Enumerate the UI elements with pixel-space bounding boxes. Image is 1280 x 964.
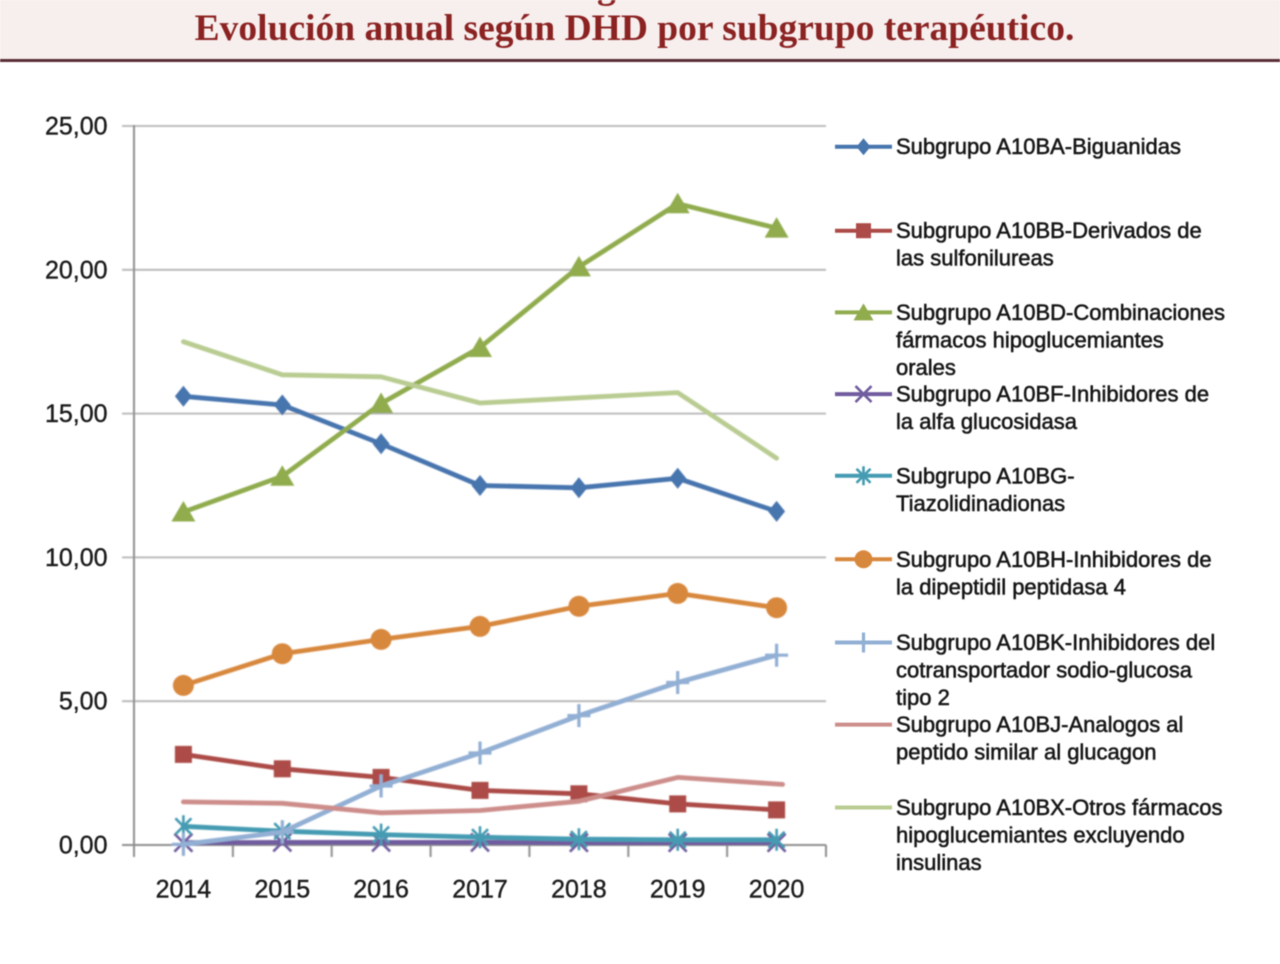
svg-text:Subgrupo A10BX-Otros fármacos: Subgrupo A10BX-Otros fármacos xyxy=(896,795,1223,820)
svg-text:2018: 2018 xyxy=(551,876,607,904)
svg-text:2016: 2016 xyxy=(353,876,409,904)
svg-text:la dipeptidil peptidasa 4: la dipeptidil peptidasa 4 xyxy=(896,574,1126,599)
svg-text:cotransportador sodio-glucosa: cotransportador sodio-glucosa xyxy=(896,658,1193,683)
svg-text:peptido similar al glucagon: peptido similar al glucagon xyxy=(896,740,1157,765)
svg-text:fármacos hipoglucemiantes: fármacos hipoglucemiantes xyxy=(896,327,1164,352)
svg-text:15,00: 15,00 xyxy=(45,400,108,428)
svg-text:Subgrupo A10BK-Inhibidores del: Subgrupo A10BK-Inhibidores del xyxy=(896,630,1215,655)
svg-text:Subgrupo A10BF-Inhibidores de: Subgrupo A10BF-Inhibidores de xyxy=(896,382,1209,407)
svg-text:10,00: 10,00 xyxy=(45,544,108,572)
svg-text:2019: 2019 xyxy=(650,876,706,904)
svg-text:tipo 2: tipo 2 xyxy=(896,685,950,710)
svg-text:Subgrupo A10BJ-Analogos al: Subgrupo A10BJ-Analogos al xyxy=(896,712,1183,737)
svg-text:las sulfonilureas: las sulfonilureas xyxy=(896,246,1054,271)
svg-text:orales: orales xyxy=(896,355,956,380)
svg-text:25,00: 25,00 xyxy=(45,113,108,141)
svg-text:2020: 2020 xyxy=(749,876,805,904)
svg-text:Tiazolidinadionas: Tiazolidinadionas xyxy=(896,491,1065,516)
svg-text:Subgrupo A10BB-Derivados de: Subgrupo A10BB-Derivados de xyxy=(896,218,1202,243)
svg-text:0,00: 0,00 xyxy=(59,832,108,860)
svg-text:Subgrupo A10BH-Inhibidores de: Subgrupo A10BH-Inhibidores de xyxy=(896,547,1212,572)
svg-text:Subgrupo A10BD-Combinaciones: Subgrupo A10BD-Combinaciones xyxy=(896,300,1225,325)
svg-text:20,00: 20,00 xyxy=(45,256,108,284)
svg-text:hipoglucemiantes excluyendo: hipoglucemiantes excluyendo xyxy=(896,823,1185,848)
svg-text:Subgrupo A10BG-: Subgrupo A10BG- xyxy=(896,463,1075,488)
svg-text:2015: 2015 xyxy=(254,876,310,904)
svg-text:la alfa glucosidasa: la alfa glucosidasa xyxy=(896,409,1078,434)
svg-text:2017: 2017 xyxy=(452,876,508,904)
svg-text:2014: 2014 xyxy=(156,876,212,904)
svg-text:5,00: 5,00 xyxy=(59,688,108,716)
svg-text:Subgrupo A10BA-Biguanidas: Subgrupo A10BA-Biguanidas xyxy=(896,134,1181,159)
svg-text:insulinas: insulinas xyxy=(896,850,982,875)
